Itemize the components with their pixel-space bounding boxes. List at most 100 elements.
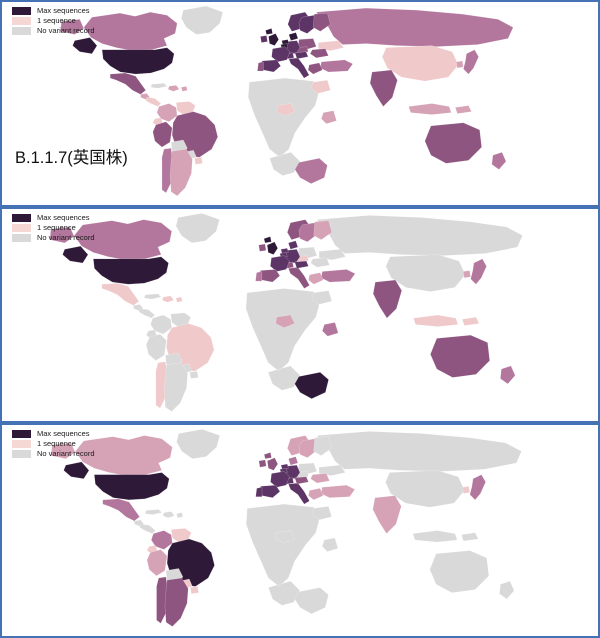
legend-item: No variant record (12, 233, 95, 242)
country-denmark (288, 240, 298, 250)
country-russia (316, 8, 514, 47)
country-united-states (62, 245, 169, 285)
country-russia (316, 431, 522, 472)
country-turkey (320, 485, 355, 498)
legend-item: Max sequences (12, 6, 95, 15)
country-canada (50, 435, 173, 476)
legend-item: 1 sequence (12, 223, 95, 232)
country-india (373, 279, 402, 319)
country-egypt (311, 506, 332, 521)
world-map-b1351 (2, 209, 598, 421)
color-swatch-max (12, 6, 31, 15)
country-china (385, 254, 466, 292)
country-central-america (139, 524, 156, 534)
world-map-svg (60, 5, 514, 196)
color-swatch-one (12, 439, 31, 448)
country-portugal (255, 271, 262, 282)
country-chile (156, 576, 169, 624)
country-peru (152, 121, 173, 148)
legend-b117: Max sequences 1 sequence No variant reco… (12, 6, 95, 36)
country-greece (308, 272, 324, 285)
country-greenland (175, 213, 220, 244)
country-netherlands (281, 39, 289, 45)
country-nigeria (275, 530, 295, 544)
country-austria (294, 476, 309, 485)
country-mexico (102, 498, 140, 522)
country-denmark (288, 456, 299, 466)
country-indonesia (413, 314, 480, 327)
color-swatch-max (12, 213, 31, 222)
country-mexico (110, 72, 146, 95)
legend-label: 1 sequence (37, 439, 76, 448)
country-netherlands (280, 248, 289, 254)
country-cuba (150, 83, 168, 89)
color-swatch-none (12, 26, 31, 35)
country-denmark (288, 32, 299, 41)
country-new-zealand (500, 365, 516, 385)
legend-label: No variant record (37, 26, 95, 35)
map-panel-b1351: Max sequences 1 sequence No variant reco… (0, 207, 600, 423)
country-kenya (321, 110, 337, 124)
country-south-korea (463, 270, 471, 279)
country-nigeria (275, 314, 295, 328)
country-argentina (169, 149, 193, 196)
country-uruguay (190, 586, 199, 594)
country-ukraine (318, 464, 346, 476)
legend-label: Max sequences (37, 429, 90, 438)
country-south-korea (462, 486, 470, 494)
world-map-svg (49, 213, 523, 412)
country-canada (49, 219, 172, 260)
country-south-korea (456, 60, 464, 69)
country-kenya (322, 537, 339, 552)
legend-item: Max sequences (12, 213, 95, 222)
country-peru (146, 549, 168, 576)
country-united-states (72, 37, 175, 75)
country-united-kingdom (263, 236, 278, 255)
country-russia (316, 215, 523, 256)
country-egypt (311, 80, 331, 94)
world-map-b117 (2, 2, 598, 205)
legend-item: No variant record (12, 449, 95, 458)
country-australia (430, 335, 490, 378)
legend-label: Max sequences (37, 213, 90, 222)
country-italy (288, 482, 310, 505)
legend-item: Max sequences (12, 429, 95, 438)
country-australia (424, 122, 482, 164)
country-austria (294, 51, 309, 59)
country-india (372, 495, 402, 534)
legend-b1351: Max sequences 1 sequence No variant reco… (12, 213, 95, 243)
legend-label: 1 sequence (37, 16, 76, 25)
country-caribbean (167, 85, 188, 92)
color-swatch-none (12, 449, 31, 458)
country-finland (313, 436, 332, 456)
country-central-america (138, 308, 155, 319)
country-uruguay (189, 371, 199, 379)
country-new-zealand (499, 581, 515, 600)
country-mexico (101, 283, 140, 306)
country-romania (310, 257, 330, 268)
color-swatch-max (12, 429, 31, 438)
country-ireland (258, 243, 267, 252)
legend-item: No variant record (12, 26, 95, 35)
country-france (271, 46, 290, 62)
country-kenya (322, 322, 339, 337)
country-romania (310, 473, 330, 484)
country-ireland (258, 459, 267, 468)
country-portugal (257, 61, 264, 72)
country-united-kingdom (265, 28, 279, 46)
legend-item: 1 sequence (12, 16, 95, 25)
country-argentina (164, 362, 188, 412)
country-united-kingdom (264, 452, 278, 471)
country-united-states (63, 461, 170, 500)
country-china (385, 470, 465, 508)
country-caribbean (162, 295, 183, 303)
country-china (382, 45, 459, 82)
country-turkey (321, 269, 356, 283)
country-finland (313, 13, 331, 32)
country-netherlands (280, 463, 289, 470)
country-japan (469, 474, 486, 501)
country-peru (146, 333, 167, 361)
legend-item: 1 sequence (12, 439, 95, 448)
map-panel-b117: Max sequences 1 sequence No variant reco… (0, 0, 600, 207)
